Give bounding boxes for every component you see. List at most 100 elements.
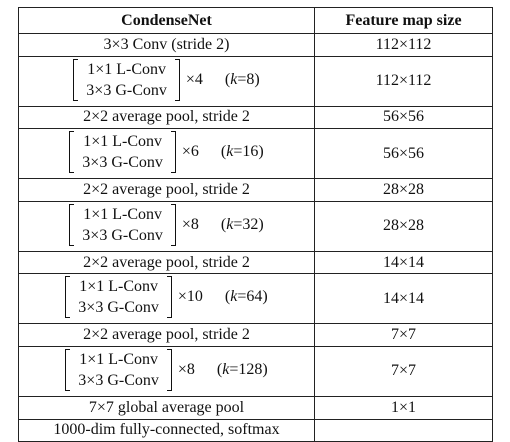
size-cell: 56×56 (314, 128, 493, 180)
dense-block-cell: 1×1 L-Conv 3×3 G-Conv ×8 (k=32) (18, 200, 315, 252)
right-bracket (174, 58, 180, 101)
table-row: 1000-dim fully-connected, softmax (18, 418, 493, 442)
layer-cell: 2×2 average pool, stride 2 (18, 105, 315, 130)
op-gconv: 3×3 G-Conv (78, 371, 159, 389)
dense-block: 1×1 L-Conv 3×3 G-Conv ×10 (k=64) (65, 274, 268, 320)
size-cell: 7×7 (314, 345, 493, 397)
growth-open: ( (216, 360, 223, 378)
block-ops: 1×1 L-Conv 3×3 G-Conv (74, 131, 171, 173)
header-row: CondenseNet Feature map size (18, 7, 493, 34)
growth-var: k (226, 215, 234, 233)
bracket: 1×1 L-Conv 3×3 G-Conv (65, 347, 172, 393)
table-row: 1×1 L-Conv 3×3 G-Conv ×8 (k=32) 28×28 (18, 200, 493, 252)
growth-open: ( (220, 215, 227, 233)
growth-value: =128) (229, 360, 268, 378)
right-bracket (170, 203, 176, 246)
growth-rate: (k=8) (225, 71, 260, 89)
size-cell: 1×1 (314, 395, 493, 420)
repeat-multiplier: ×8 (181, 215, 199, 233)
size-cell: 14×14 (314, 273, 493, 325)
growth-var: k (226, 143, 234, 161)
growth-rate: (k=128) (217, 361, 268, 379)
block-ops: 1×1 L-Conv 3×3 G-Conv (70, 276, 167, 318)
dense-block: 1×1 L-Conv 3×3 G-Conv ×8 (k=128) (65, 347, 268, 393)
growth-value: =32) (233, 215, 264, 233)
op-lconv: 1×1 L-Conv (79, 278, 158, 296)
op-gconv: 3×3 G-Conv (86, 81, 167, 99)
right-bracket (166, 276, 172, 319)
table-row: 2×2 average pool, stride 2 14×14 (18, 250, 493, 275)
op-gconv: 3×3 G-Conv (78, 299, 159, 317)
left-bracket (65, 276, 71, 319)
table-row: 1×1 L-Conv 3×3 G-Conv ×4 (k=8) 112×112 (18, 55, 493, 107)
repeat-multiplier: ×6 (181, 143, 199, 161)
size-cell: 112×112 (314, 33, 493, 57)
dense-block-cell: 1×1 L-Conv 3×3 G-Conv ×8 (k=128) (18, 345, 315, 397)
bracket: 1×1 L-Conv 3×3 G-Conv (69, 202, 176, 248)
table-row: 1×1 L-Conv 3×3 G-Conv ×8 (k=128) 7×7 (18, 345, 493, 397)
dense-block: 1×1 L-Conv 3×3 G-Conv ×4 (k=8) (73, 57, 260, 103)
dense-block-cell: 1×1 L-Conv 3×3 G-Conv ×6 (k=16) (18, 128, 315, 180)
growth-open: ( (224, 70, 231, 88)
dense-block-cell: 1×1 L-Conv 3×3 G-Conv ×4 (k=8) (18, 55, 315, 107)
growth-rate: (k=16) (221, 143, 264, 161)
right-bracket (170, 131, 176, 174)
table-row: 7×7 global average pool 1×1 (18, 395, 493, 420)
layer-cell: 1000-dim fully-connected, softmax (18, 418, 315, 442)
left-bracket (69, 203, 75, 246)
dense-block-cell: 1×1 L-Conv 3×3 G-Conv ×10 (k=64) (18, 273, 315, 325)
size-cell: 56×56 (314, 105, 493, 130)
table-row: 3×3 Conv (stride 2) 112×112 (18, 33, 493, 57)
left-bracket (69, 131, 75, 174)
block-ops: 1×1 L-Conv 3×3 G-Conv (78, 59, 175, 101)
table-row: 1×1 L-Conv 3×3 G-Conv ×10 (k=64) 14×14 (18, 273, 493, 325)
dense-block: 1×1 L-Conv 3×3 G-Conv ×8 (k=32) (69, 202, 264, 248)
growth-rate: (k=32) (221, 216, 264, 234)
header-feature-map-size: Feature map size (314, 7, 493, 34)
left-bracket (65, 348, 71, 391)
growth-open: ( (220, 143, 227, 161)
size-cell (314, 418, 493, 442)
growth-rate: (k=64) (225, 288, 268, 306)
bracket: 1×1 L-Conv 3×3 G-Conv (65, 274, 172, 320)
table-row: 2×2 average pool, stride 2 56×56 (18, 105, 493, 130)
op-lconv: 1×1 L-Conv (83, 133, 162, 151)
right-bracket (166, 348, 172, 391)
op-lconv: 1×1 L-Conv (83, 205, 162, 223)
layer-cell: 2×2 average pool, stride 2 (18, 178, 315, 202)
repeat-multiplier: ×4 (185, 70, 203, 88)
growth-var: k (230, 70, 238, 88)
growth-open: ( (224, 288, 231, 306)
layer-cell: 7×7 global average pool (18, 395, 315, 420)
table-row: 2×2 average pool, stride 2 7×7 (18, 323, 493, 347)
block-ops: 1×1 L-Conv 3×3 G-Conv (70, 349, 167, 391)
growth-var: k (230, 288, 238, 306)
bracket: 1×1 L-Conv 3×3 G-Conv (73, 57, 180, 103)
dense-block: 1×1 L-Conv 3×3 G-Conv ×6 (k=16) (69, 129, 264, 175)
op-lconv: 1×1 L-Conv (79, 350, 158, 368)
size-cell: 28×28 (314, 178, 493, 202)
op-gconv: 3×3 G-Conv (82, 154, 163, 172)
left-bracket (73, 58, 79, 101)
size-cell: 14×14 (314, 250, 493, 275)
size-cell: 7×7 (314, 323, 493, 347)
growth-value: =8) (237, 70, 260, 88)
header-condensenet: CondenseNet (18, 7, 315, 34)
table-row: 1×1 L-Conv 3×3 G-Conv ×6 (k=16) 56×56 (18, 128, 493, 180)
repeat-multiplier: ×10 (177, 288, 203, 306)
size-cell: 28×28 (314, 200, 493, 252)
growth-value: =64) (237, 288, 268, 306)
growth-value: =16) (233, 143, 264, 161)
condensenet-architecture-table: CondenseNet Feature map size 3×3 Conv (s… (18, 7, 493, 442)
op-lconv: 1×1 L-Conv (87, 60, 166, 78)
op-gconv: 3×3 G-Conv (82, 226, 163, 244)
layer-cell: 3×3 Conv (stride 2) (18, 33, 315, 57)
repeat-multiplier: ×8 (177, 360, 195, 378)
growth-var: k (222, 360, 230, 378)
block-ops: 1×1 L-Conv 3×3 G-Conv (74, 204, 171, 246)
size-cell: 112×112 (314, 55, 493, 107)
bracket: 1×1 L-Conv 3×3 G-Conv (69, 129, 176, 175)
table-row: 2×2 average pool, stride 2 28×28 (18, 178, 493, 202)
layer-cell: 2×2 average pool, stride 2 (18, 323, 315, 347)
layer-cell: 2×2 average pool, stride 2 (18, 250, 315, 275)
